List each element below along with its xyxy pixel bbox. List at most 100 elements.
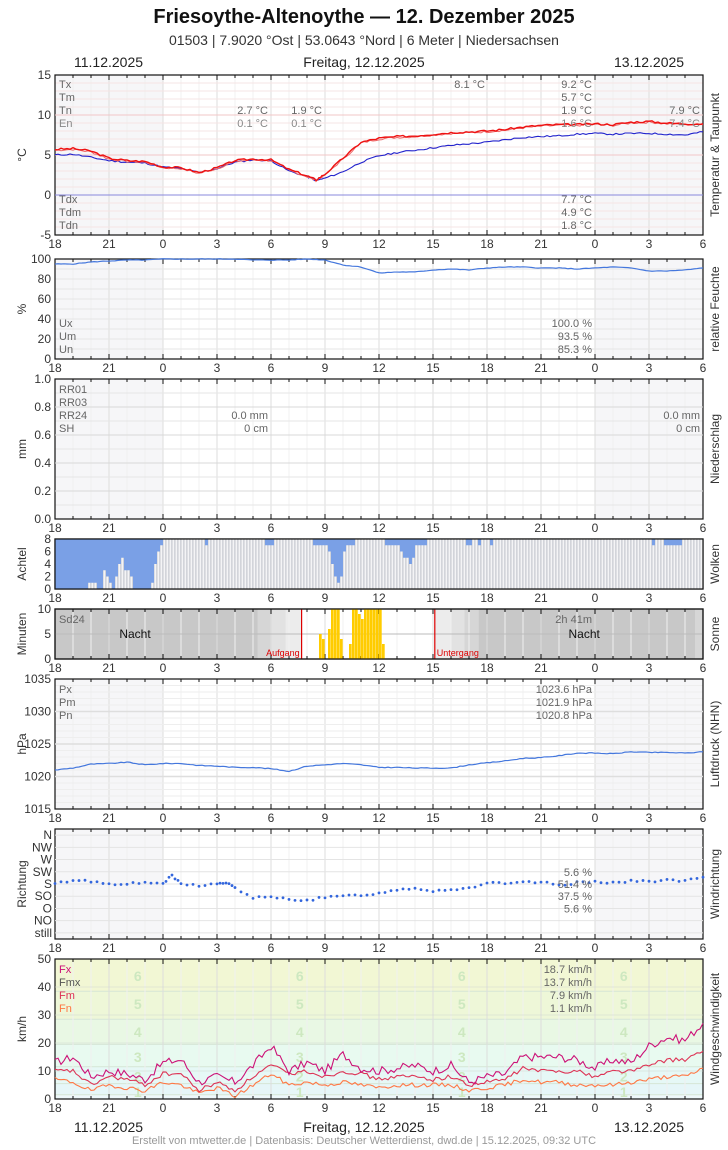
sunshine-bar [361, 619, 364, 659]
beaufort-label: 1 [458, 1084, 466, 1100]
y-tick-label: 20 [38, 1036, 52, 1050]
cloud-bar-frame [534, 538, 539, 590]
wind-direction-dot [587, 881, 591, 884]
wind-direction-dot [161, 882, 165, 885]
direction-label-NW: NW [32, 840, 53, 854]
cloud-bar-frame [426, 538, 431, 590]
cloud-bar-frame [489, 538, 494, 590]
cloud-bar-frame [393, 538, 398, 590]
tn-day3: 7.9 °C [669, 105, 700, 117]
wind-direction-dot [311, 898, 315, 902]
cloud-bar [73, 539, 76, 589]
beaufort-label: 6 [458, 968, 466, 984]
wind-direction-dot [119, 883, 123, 886]
cloud-bar-frame [552, 538, 557, 590]
cloud-bar-frame [225, 538, 230, 590]
cloud-bar-frame [585, 538, 590, 590]
wind-direction-dot [176, 878, 180, 882]
beaufort-label: 6 [296, 968, 304, 984]
y-tick-label: 5 [44, 148, 51, 162]
x-tick-label: 12 [372, 661, 386, 675]
cloud-bar-frame [174, 538, 179, 590]
cloud-bar [94, 539, 97, 583]
sunset-label: Untergang [437, 648, 479, 658]
page-title: Friesoythe-Altenoythe — 12. Dezember 202… [153, 6, 575, 28]
direction-label-still: still [35, 926, 52, 940]
cloud-bar [676, 539, 679, 546]
x-tick-label: 9 [322, 361, 329, 375]
cloud-bar-frame [564, 538, 569, 590]
cloud-bar [469, 539, 472, 546]
cloud-bar [331, 539, 334, 564]
cloud-bar-frame [504, 538, 509, 590]
sunshine-bar [328, 629, 331, 659]
wind-direction-dot [473, 885, 477, 889]
cloud-bar [394, 539, 397, 546]
station-info: 01503 | 7.9020 °Ost | 53.0643 °Nord | 6 … [169, 32, 559, 48]
cloud-bar-frame [642, 538, 647, 590]
beaufort-label: 5 [296, 996, 304, 1012]
x-tick-label: 18 [48, 591, 62, 605]
x-tick-label: 0 [592, 237, 599, 251]
wind-direction-dot [329, 894, 333, 898]
cloud-bar-frame [576, 538, 581, 590]
cloud-bar [118, 539, 121, 564]
cloud-bar-frame [240, 538, 245, 590]
cloud-bar-frame [498, 538, 503, 590]
cloud-bar-frame [501, 538, 506, 590]
tn-day1: 2.7 °C [237, 105, 268, 117]
temperature-line [54, 120, 704, 182]
x-tick-label: 3 [214, 521, 221, 535]
y-tick-label: -5 [40, 228, 51, 242]
cloud-bar [418, 539, 421, 546]
x-tick-label: 9 [322, 237, 329, 251]
panel-side-label: Windgeschwindigkeit [708, 972, 722, 1085]
x-tick-label: 0 [160, 1101, 167, 1115]
wind-direction-dot [164, 879, 168, 883]
cloud-bar [130, 539, 133, 577]
wind-direction-dot [335, 894, 339, 898]
cloud-bar-frame [654, 538, 659, 590]
cloud-bar-frame [300, 538, 305, 590]
legend-Tn: Tn [59, 105, 72, 117]
x-tick-label: 15 [426, 237, 440, 251]
sd24-label: Sd24 [59, 614, 85, 626]
cloud-bar-frame [513, 538, 518, 590]
sunshine-bar [364, 609, 367, 659]
cloud-bar-frame [645, 538, 650, 590]
x-tick-label: 6 [268, 591, 275, 605]
x-tick-label: 15 [426, 591, 440, 605]
beaufort-label: 6 [134, 968, 142, 984]
cloud-bar-frame [474, 538, 479, 590]
cloud-bar-frame [162, 538, 167, 590]
wind-direction-dot [227, 882, 231, 886]
cloud-bar-frame [288, 538, 293, 590]
cloud-bar [58, 539, 61, 589]
x-tick-label: 0 [592, 661, 599, 675]
x-tick-label: 6 [268, 1101, 275, 1115]
cloud-bar-frame [390, 538, 395, 590]
wind-direction-dot [509, 881, 513, 885]
pressure-panel: 18 21 0 3 6 9 12 15 18 21 0 3 6 1035 1030 1025 1020 1015 h… [15, 672, 722, 825]
x-tick-label: 18 [48, 361, 62, 375]
value-Fn: 1.1 km/h [550, 1003, 592, 1015]
cloud-bar-frame [471, 538, 476, 590]
y-tick-label: 1035 [24, 672, 51, 686]
cloud-bar-frame [171, 538, 176, 590]
x-tick-label: 3 [214, 661, 221, 675]
cloud-bar-frame [309, 538, 314, 590]
wind-direction-dot [149, 881, 153, 885]
cloud-bar-frame [693, 538, 698, 590]
x-tick-label: 12 [372, 811, 386, 825]
x-tick-label: 18 [480, 237, 494, 251]
x-tick-label: 6 [268, 661, 275, 675]
y-tick-label: 0.4 [34, 456, 51, 470]
cloud-bar [334, 539, 337, 577]
value-Px: 1023.6 hPa [536, 684, 593, 696]
sunshine-bar [358, 614, 361, 659]
cloud-bar-frame [516, 538, 521, 590]
cloud-bar-frame [447, 538, 452, 590]
cloud-bar [415, 539, 418, 546]
sunshine-bar [382, 644, 385, 659]
en-day3: 7.4 °C [669, 118, 700, 130]
